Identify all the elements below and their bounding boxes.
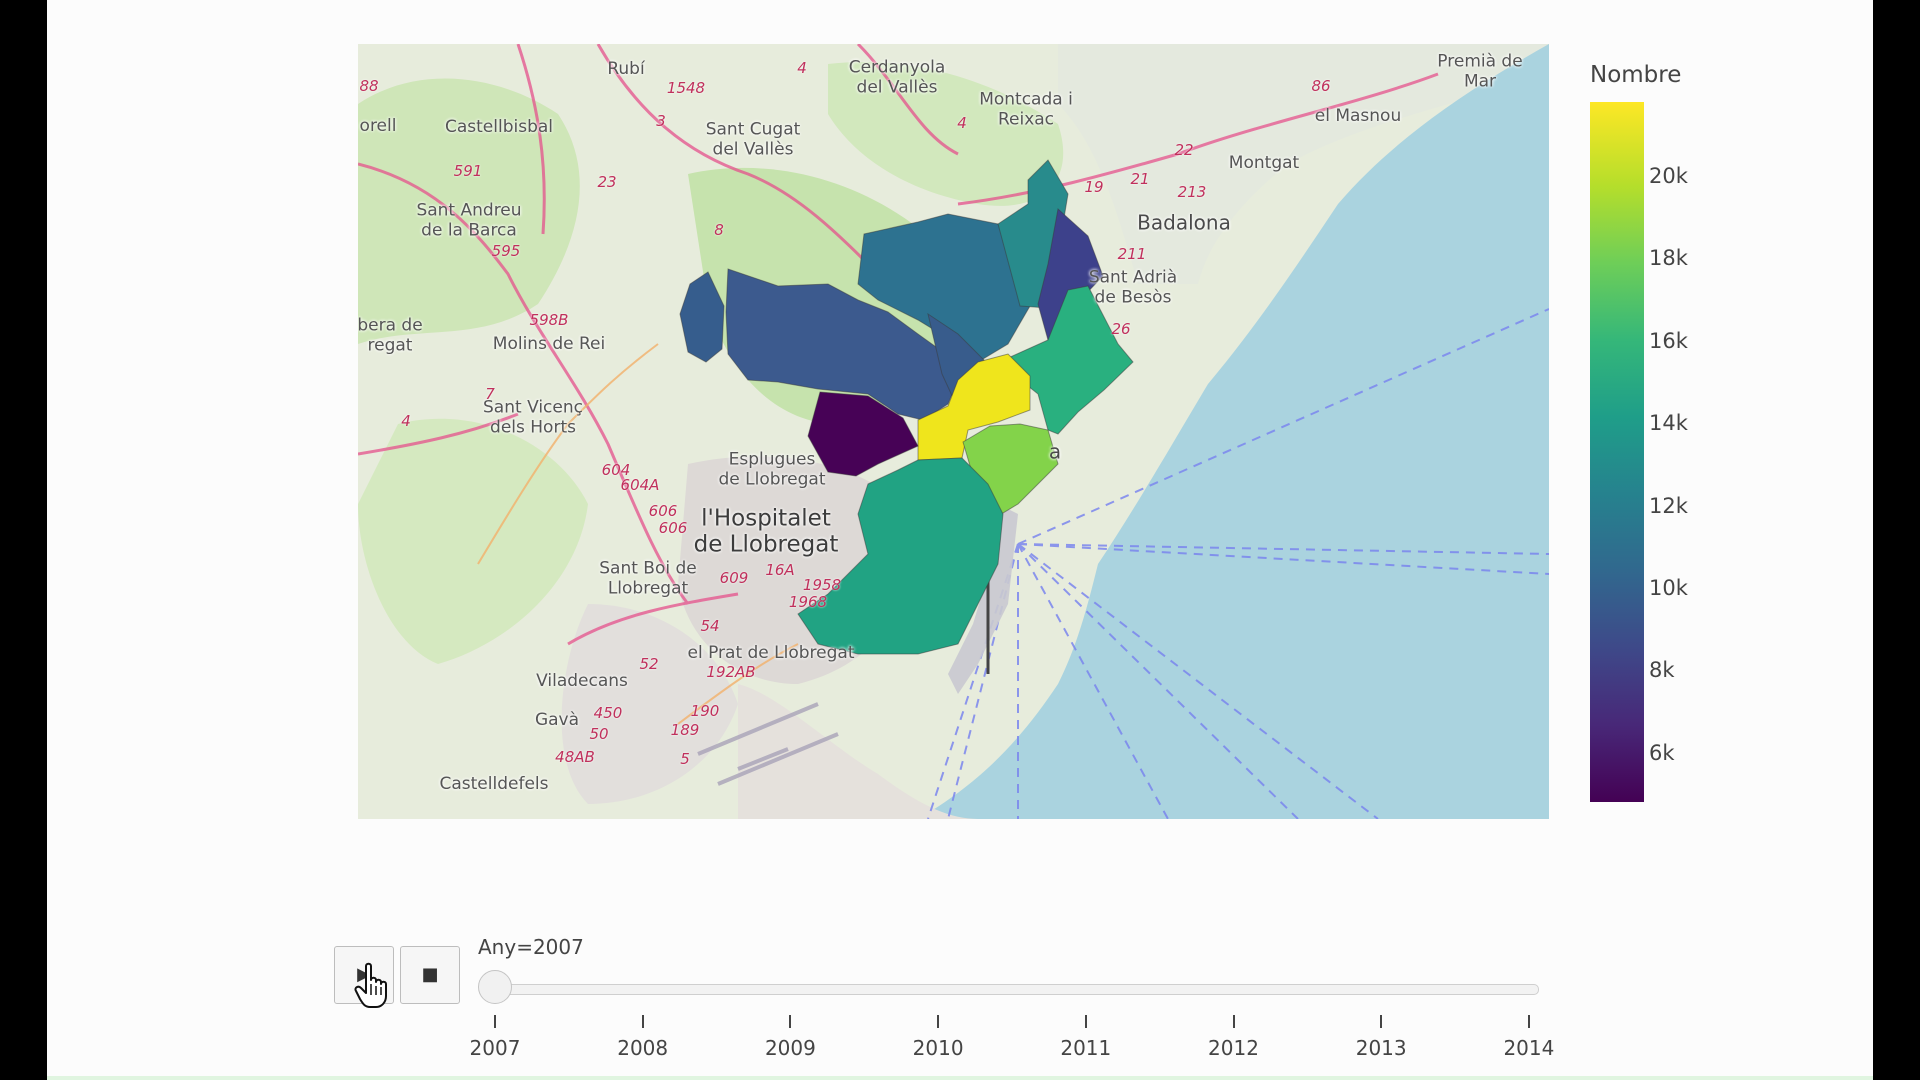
slider-tick-label[interactable]: 2014 — [1503, 1036, 1555, 1060]
map-place-label: Sant Boi de Llobregat — [599, 558, 697, 598]
map-road-number: 604A — [620, 476, 660, 494]
map-road-number: 609 — [719, 569, 749, 587]
hand-cursor-icon — [354, 962, 387, 1008]
slider-tick-mark — [1527, 1015, 1530, 1028]
stop-button[interactable]: ■ — [400, 946, 460, 1004]
map-place-label: a — [1048, 439, 1062, 464]
map-place-label: Castellbisbal — [444, 117, 554, 138]
slider-tick-mark — [641, 1015, 644, 1028]
map-road-number: 450 — [593, 704, 623, 722]
map-place-label: Sant Vicenç dels Horts — [483, 397, 583, 437]
slider-tick-mark — [789, 1015, 792, 1028]
map-place-label: orell — [359, 116, 397, 137]
map-place-label: Cerdanyola del Vallès — [848, 57, 946, 97]
colorbar-tick-label: 16k — [1649, 328, 1688, 353]
map-place-label: Sant Cugat del Vallès — [705, 119, 801, 159]
map-road-number: 23 — [597, 173, 617, 191]
map-road-number: 22 — [1174, 141, 1194, 159]
map-road-number: 1968 — [788, 593, 828, 611]
slider-tick-label[interactable]: 2008 — [617, 1036, 669, 1060]
slider-tick-label[interactable]: 2007 — [469, 1036, 521, 1060]
map-place-label: el Masnou — [1314, 106, 1402, 127]
map-place-label: Rubí — [607, 59, 645, 80]
colorbar-tick-label: 20k — [1649, 164, 1688, 189]
bottom-strip — [47, 1076, 1873, 1080]
slider-tick-label[interactable]: 2013 — [1355, 1036, 1407, 1060]
year-slider-handle[interactable] — [478, 970, 512, 1004]
map-road-number: 48AB — [555, 748, 595, 766]
map-road-number: 4 — [401, 412, 411, 430]
map-road-number: 88 — [359, 77, 379, 95]
map-place-label: Premià de Mar — [1437, 51, 1523, 91]
map-road-number: 26 — [1111, 320, 1131, 338]
map-road-number: 16A — [765, 561, 795, 579]
map-road-number: 595 — [491, 242, 521, 260]
map-road-number: 8 — [714, 221, 724, 239]
map-road-number: 7 — [485, 385, 495, 403]
year-slider-track[interactable] — [480, 984, 1539, 995]
map-place-label: Montgat — [1228, 153, 1300, 174]
map-road-number: 606 — [658, 519, 688, 537]
map-place-label: Badalona — [1137, 210, 1231, 235]
slider-tick-label[interactable]: 2009 — [764, 1036, 816, 1060]
map-place-label: bera de regat — [358, 315, 423, 355]
map-road-number: 211 — [1117, 245, 1147, 263]
slider-tick-label[interactable]: 2011 — [1060, 1036, 1112, 1060]
map-road-number: 86 — [1311, 77, 1331, 95]
colorbar-tick-label: 12k — [1649, 493, 1688, 518]
map-place-label: Sant Andreu de la Barca — [416, 200, 522, 240]
map-road-number: 598B — [529, 311, 569, 329]
map-road-number: 192AB — [706, 663, 756, 681]
map-place-label: Molins de Rei — [492, 334, 606, 355]
colorbar-tick-label: 10k — [1649, 575, 1688, 600]
map-road-number: 606 — [648, 502, 678, 520]
map-road-number: 189 — [670, 721, 700, 739]
colorbar-tick-label: 18k — [1649, 246, 1688, 271]
colorbar — [1590, 102, 1644, 802]
map-road-number: 4 — [797, 59, 807, 77]
map-place-label: Esplugues de Llobregat — [718, 449, 826, 489]
slider-tick-label[interactable]: 2012 — [1208, 1036, 1259, 1060]
map-place-label: Viladecans — [536, 671, 628, 692]
figure-panel: Rubí Cerdanyola del Vallès Montcada i Reixac… — [47, 0, 1873, 1080]
slider-tick-mark — [1232, 1015, 1235, 1028]
map-road-number: 50 — [589, 725, 609, 743]
map-road-number: 3 — [656, 112, 666, 130]
colorbar-title: Nombre — [1590, 62, 1682, 88]
map-place-label: el Prat de Llobregat — [687, 643, 855, 664]
map-road-number: 21 — [1130, 170, 1150, 188]
map-road-number: 1958 — [802, 576, 842, 594]
map-road-number: 1548 — [666, 79, 706, 97]
map-road-number: 4 — [957, 114, 967, 132]
map-road-number: 54 — [700, 617, 720, 635]
map-road-number: 604 — [601, 461, 631, 479]
slider-tick-label[interactable]: 2010 — [912, 1036, 964, 1060]
map-road-number: 591 — [453, 162, 483, 180]
map-road-number: 52 — [639, 655, 659, 673]
map-place-label: Montcada i Reixac — [979, 89, 1073, 129]
colorbar-tick-label: 14k — [1649, 411, 1688, 436]
map-place-label: Gavà — [534, 710, 580, 731]
map-road-number: 190 — [690, 702, 720, 720]
map-road-number: 19 — [1084, 178, 1104, 196]
slider-tick-mark — [1084, 1015, 1087, 1028]
slider-tick-mark — [937, 1015, 940, 1028]
map-place-label: Castelldefels — [439, 774, 549, 795]
colorbar-tick-label: 8k — [1649, 658, 1675, 683]
map-place-label: Sant Adrià de Besòs — [1088, 267, 1178, 307]
slider-current-value: Any=2007 — [478, 935, 584, 959]
map-road-number: 213 — [1177, 183, 1207, 201]
slider-tick-mark — [1380, 1015, 1383, 1028]
map-road-number: 5 — [680, 750, 690, 768]
colorbar-tick-label: 6k — [1649, 740, 1675, 765]
slider-tick-mark — [494, 1015, 496, 1028]
stop-icon: ■ — [421, 964, 439, 985]
map-place-label: l'Hospitalet de Llobregat — [693, 505, 839, 558]
choropleth-map[interactable]: Rubí Cerdanyola del Vallès Montcada i Reixac… — [358, 44, 1549, 819]
